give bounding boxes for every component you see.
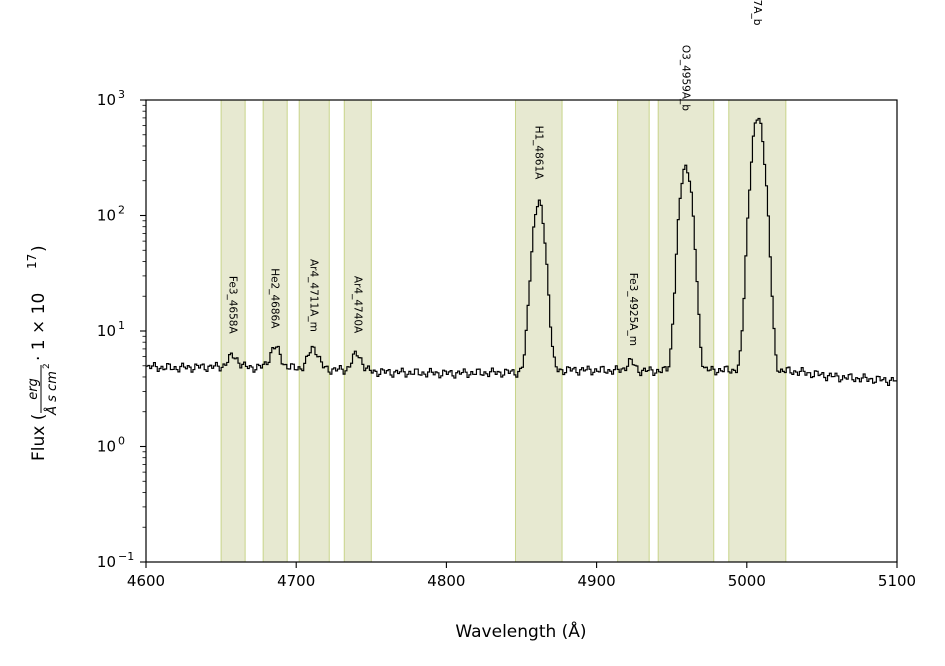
y-tick-label-0: 10 bbox=[97, 438, 116, 456]
band-Ar4_4711A_m bbox=[298, 99, 330, 563]
y-label-prefix: Flux ( bbox=[29, 414, 49, 461]
band-O3_5007A_b bbox=[728, 99, 787, 563]
line-label-Fe3_4658A: Fe3_4658A bbox=[227, 276, 239, 335]
line-label-Ar4_4711A_m: Ar4_4711A_m bbox=[308, 259, 320, 332]
y-tick-label-−1: 10 bbox=[97, 553, 116, 571]
x-axis-label: Wavelength (Å) bbox=[455, 620, 586, 642]
spectrum-line bbox=[146, 117, 897, 387]
line-label-He2_4686A: He2_4686A bbox=[269, 268, 281, 329]
line-label-H1_4861A: H1_4861A bbox=[532, 126, 544, 181]
y-tick-exponent-−1: −1 bbox=[118, 550, 134, 563]
y-label-denominator-exponent: 2 bbox=[42, 363, 52, 369]
y-tick-label-1: 10 bbox=[97, 322, 116, 340]
line-label-Fe3_4925A_m: Fe3_4925A_m bbox=[627, 273, 639, 346]
line-label-Ar4_4740A: Ar4_4740A bbox=[351, 276, 363, 334]
band-He2_4686A bbox=[262, 99, 288, 563]
x-tick-label-4800: 4800 bbox=[427, 572, 465, 590]
x-tick-label-4700: 4700 bbox=[277, 572, 315, 590]
y-axis-label: Flux ( erg Å s cm 2 · 1 × 10 17) bbox=[25, 245, 60, 461]
y-tick-exponent-2: 2 bbox=[118, 204, 125, 217]
y-label-scale-exponent: 17 bbox=[25, 254, 39, 269]
band-H1_4861A bbox=[514, 99, 563, 563]
y-label-numerator: erg bbox=[26, 378, 41, 400]
line-label-O3_4959A_b: O3_4959A_b bbox=[680, 45, 692, 111]
x-tick-label-4900: 4900 bbox=[578, 572, 616, 590]
y-tick-label-3: 10 bbox=[97, 91, 116, 109]
y-label-suffix: ) bbox=[29, 245, 49, 252]
y-tick-exponent-0: 0 bbox=[118, 435, 125, 448]
x-tick-label-5100: 5100 bbox=[878, 572, 916, 590]
y-tick-label-2: 10 bbox=[97, 207, 116, 225]
y-label-scale: · 1 × 10 bbox=[29, 293, 49, 361]
y-tick-exponent-1: 1 bbox=[118, 319, 125, 332]
band-O3_4959A_b bbox=[657, 99, 715, 563]
line-bands bbox=[220, 99, 787, 563]
y-label-denominator: Å s cm bbox=[44, 371, 60, 416]
y-tick-exponent-3: 3 bbox=[118, 88, 125, 101]
line-labels: Fe3_4658A He2_4686A Ar4_4711A_m Ar4_4740A H1… bbox=[227, 0, 763, 346]
x-tick-label-5000: 5000 bbox=[728, 572, 766, 590]
line-label-O3_5007A_b: O3_5007A_b bbox=[751, 0, 763, 26]
x-tick-label-4600: 4600 bbox=[127, 572, 165, 590]
band-Fe3_4658A bbox=[220, 99, 246, 563]
